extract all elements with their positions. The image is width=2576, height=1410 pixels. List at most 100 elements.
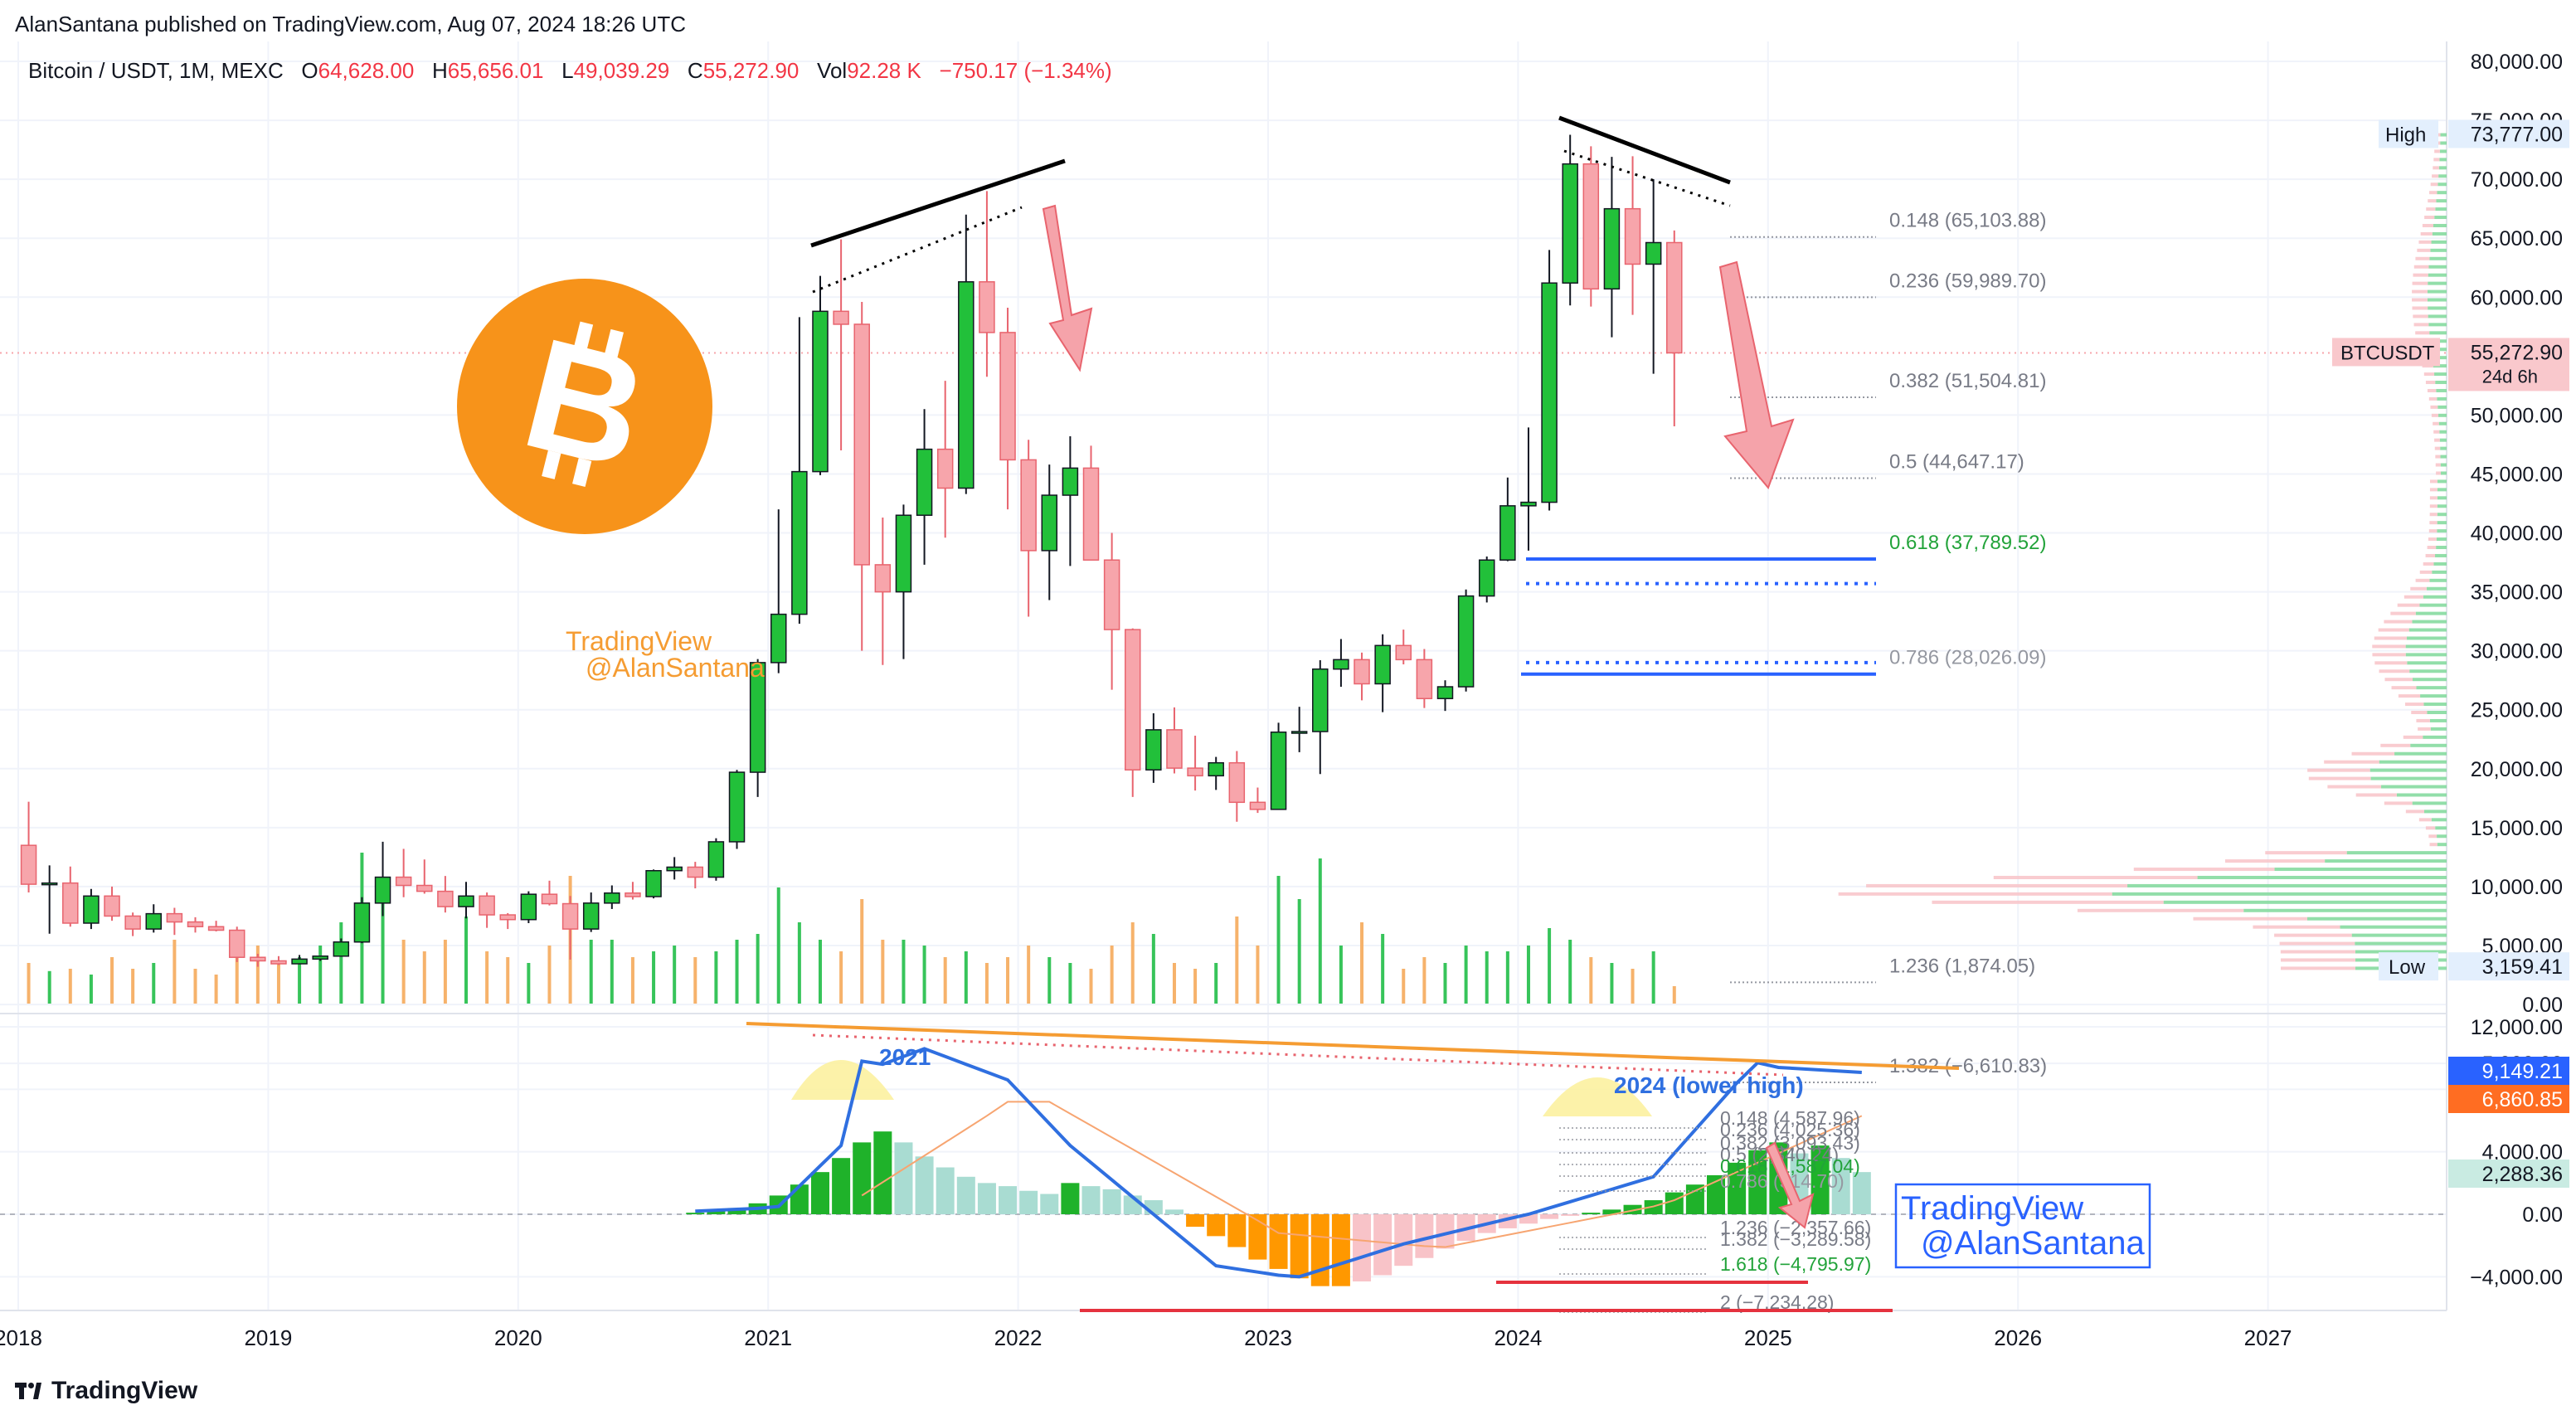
- histogram-bar: [1665, 1192, 1684, 1214]
- candle-body: [374, 876, 391, 904]
- trendline-2024: [1558, 115, 1731, 185]
- profile-bar-up: [2433, 223, 2447, 227]
- profile-bar-up: [2428, 265, 2447, 269]
- volume-bar: [1422, 957, 1427, 1004]
- candle-body: [1145, 729, 1162, 771]
- profile-bar-down: [2436, 471, 2441, 475]
- profile-bar-up: [2440, 455, 2447, 459]
- tradingview-footer[interactable]: TradingView: [15, 1377, 197, 1405]
- profile-bar-up: [2197, 875, 2447, 879]
- volume-bar: [881, 940, 885, 1004]
- osc-fib-label: 0.618 (1,587.04): [1720, 1155, 1860, 1177]
- profile-bar-down: [1932, 900, 2164, 904]
- low-badge-value: 3,159.41: [2482, 955, 2563, 979]
- profile-bar-up: [2428, 281, 2447, 285]
- histogram-bar: [686, 1213, 705, 1214]
- price-tick-label: 15,000.00: [2471, 817, 2563, 840]
- candle-body: [1082, 467, 1100, 561]
- candle-body: [395, 876, 412, 887]
- histogram-bar: [1061, 1183, 1080, 1214]
- profile-bar-up: [2433, 562, 2447, 566]
- candle-body: [20, 844, 37, 885]
- profile-bar-up: [2407, 636, 2447, 640]
- profile-bar-down: [2279, 941, 2355, 946]
- candle-body: [1103, 559, 1120, 630]
- time-axis[interactable]: 2018 2019 2020 2021 2022 2023 2024 2025 2026 2027: [0, 1325, 2292, 1350]
- volume-bar: [131, 969, 135, 1004]
- histogram-bar: [1081, 1186, 1101, 1214]
- profile-bar-up: [2432, 231, 2447, 236]
- candle-body: [1228, 761, 1246, 804]
- time-tick-label: 2026: [1994, 1325, 2042, 1350]
- profile-bar-up: [2434, 216, 2447, 220]
- profile-bar-down: [2417, 248, 2431, 252]
- volume-bar: [1130, 922, 1135, 1004]
- candle-body: [541, 893, 558, 905]
- profile-bar-down: [2428, 537, 2437, 542]
- volume-bar: [818, 940, 822, 1004]
- volume-bar: [1568, 940, 1572, 1004]
- price-axis[interactable]: 80,000.0075,000.0070,000.0065,000.0060,0…: [2332, 51, 2569, 1289]
- profile-bar-down: [2429, 843, 2437, 847]
- profile-bar-down: [2425, 381, 2436, 385]
- profile-bar-down: [2410, 586, 2427, 591]
- user-drawings: [810, 115, 1795, 489]
- profile-bar-down: [2415, 256, 2430, 260]
- candle-body: [749, 662, 766, 773]
- profile-bar-up: [2431, 818, 2447, 822]
- volume-bar: [797, 922, 801, 1004]
- profile-bar-up: [2437, 396, 2447, 401]
- time-tick-label: 2018: [0, 1325, 42, 1350]
- candle-body: [1520, 501, 1537, 507]
- osc-badge-value: 6,860.85: [2482, 1088, 2563, 1111]
- profile-bar-down: [2418, 727, 2431, 731]
- volume-bar: [1464, 946, 1468, 1004]
- volume-bar: [922, 946, 926, 1004]
- profile-bar-down: [2434, 446, 2441, 450]
- profile-bar-up: [2437, 191, 2447, 195]
- profile-bar-down: [2413, 265, 2429, 269]
- profile-bar-up: [2430, 248, 2447, 252]
- candle-body: [1290, 731, 1308, 734]
- volume-bar: [839, 951, 843, 1004]
- candle-body: [41, 882, 58, 886]
- trendline-2021: [810, 158, 1066, 248]
- low-badge-value-bg: [2448, 952, 2569, 981]
- profile-bar-down: [2425, 826, 2436, 830]
- profile-bar-up: [2436, 388, 2447, 392]
- profile-bar-up: [2430, 727, 2447, 731]
- candle-body: [1645, 241, 1662, 265]
- histogram-bar: [1353, 1214, 1372, 1281]
- histogram-bar: [853, 1142, 872, 1214]
- profile-bar-down: [2411, 710, 2428, 714]
- candle-body: [1478, 559, 1495, 597]
- profile-bar-down: [2280, 950, 2355, 954]
- volume-bar: [339, 922, 343, 1004]
- candle-body: [1062, 467, 1079, 496]
- profile-bar-down: [2431, 413, 2439, 417]
- profile-bar-down: [2307, 768, 2370, 772]
- profile-bar-down: [2416, 718, 2430, 722]
- profile-bar-up: [2429, 256, 2447, 260]
- histogram-bar: [977, 1183, 996, 1214]
- candle-body: [582, 902, 600, 930]
- volume-bar: [589, 940, 593, 1004]
- volume-bar: [1381, 934, 1385, 1004]
- candle-body: [207, 926, 225, 931]
- volume-bars: [27, 853, 1676, 1004]
- profile-bar-up: [2428, 314, 2447, 318]
- volume-bar: [756, 934, 760, 1004]
- price-tick-label: 45,000.00: [2471, 463, 2563, 486]
- price-tick-label: 0.00: [2522, 994, 2563, 1017]
- candle-body: [1562, 163, 1578, 284]
- price-tick-label: 80,000.00: [2471, 51, 2563, 74]
- profile-bar-down: [2430, 405, 2438, 409]
- volume-bar: [298, 957, 302, 1004]
- profile-bar-up: [2437, 496, 2447, 500]
- profile-bar-down: [2428, 396, 2437, 401]
- histogram-bar: [1519, 1214, 1538, 1224]
- histogram-bar: [832, 1158, 851, 1214]
- candle-body: [853, 323, 870, 566]
- profile-bar-down: [2433, 421, 2439, 425]
